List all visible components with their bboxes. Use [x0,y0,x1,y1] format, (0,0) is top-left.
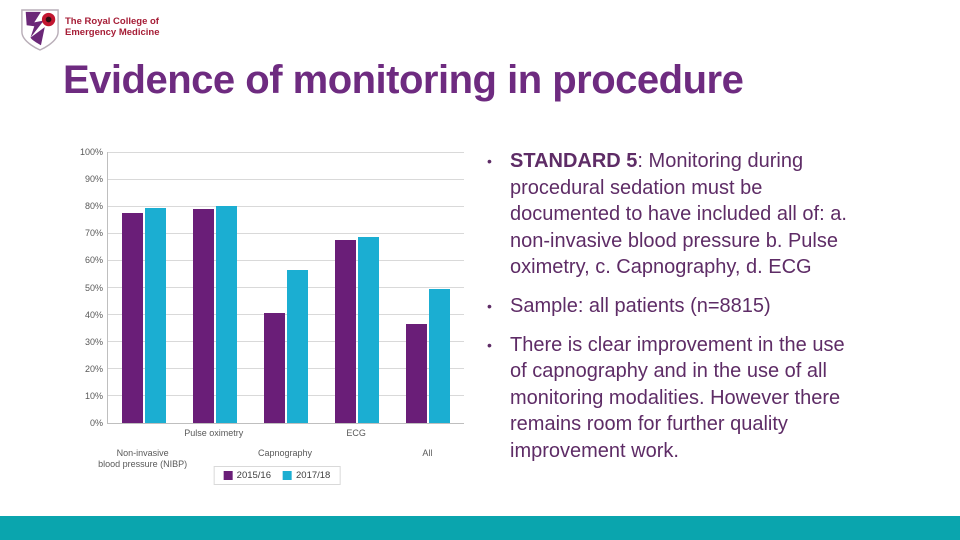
gridline-50 [108,287,464,288]
chart-plot-area [107,151,464,424]
y-axis-tick-30: 30% [84,336,103,347]
logo-text-line1: The Royal College of [65,16,159,27]
y-axis-tick-20: 20% [84,363,103,374]
slide-title: Evidence of monitoring in procedure [63,58,744,102]
logo-text-line2: Emergency Medicine [65,27,160,38]
bullet-text-improvement: There is clear improvement in the use of… [510,332,889,465]
y-axis-tick-90: 90% [84,174,103,185]
bar-2015-16-non-invasive-blood-pressure-ni [121,212,143,423]
gridline-100 [108,151,464,153]
y-axis-tick-70: 70% [84,228,103,239]
y-axis-tick-40: 40% [84,309,103,320]
gridline-60 [108,259,464,261]
logo-text: The Royal College of Emergency Medicine [65,16,160,38]
legend-label-2017-18: 2017/18 [296,470,331,481]
legend-swatch-2015-16 [223,471,233,480]
bar-2015-16-ecg [335,240,357,423]
bullet-marker: • [487,297,492,314]
bullet-text-standard5: STANDARD 5: Monitoring during procedural… [510,148,889,281]
rcem-logo: The Royal College of Emergency Medicine [20,8,160,52]
bar-2015-16-capnography [264,313,285,423]
gridline-30 [108,341,464,343]
x-axis-label-all: All [422,448,433,458]
y-axis-tick-60: 60% [84,255,103,266]
bar-2017-18-ecg [358,237,380,423]
legend-swatch-2017-18 [283,471,292,480]
x-axis-label-capnography: Capnography [257,448,313,458]
bar-2017-18-capnography [287,269,308,423]
legend-item-2017-18: 2017/18 [283,470,330,481]
bullet-item-standard5: • STANDARD 5: Monitoring during procedur… [487,148,889,281]
y-axis-tick-100: 100% [79,147,103,157]
gridline-90 [108,178,464,180]
bullet-rest-standard5: : Monitoring during procedural sedation … [510,150,847,278]
legend-item-2015-16: 2015/16 [223,470,271,481]
x-axis-label-ecg: ECG [346,428,366,438]
y-axis-tick-80: 80% [84,201,103,212]
bullet-rest-improvement: There is clear improvement in the use of… [510,333,845,462]
bar-2017-18-all [429,288,451,423]
chart-legend: 2015/16 2017/18 [213,466,341,485]
y-axis-tick-10: 10% [84,390,103,401]
bar-2015-16-all [406,324,428,423]
bullet-item-sample: • Sample: all patients (n=8815) [487,293,889,320]
x-axis-label-non-invasive-blood-pressure-ni: Non-invasive blood pressure (NIBP) [98,448,188,469]
gridline-70 [108,232,464,234]
gridline-20 [108,368,464,370]
bar-2017-18-pulse-oximetry [215,206,237,423]
bullet-marker: • [487,153,492,169]
bar-2015-16-pulse-oximetry [192,208,214,423]
bullet-bold-standard5: STANDARD 5 [510,150,638,172]
gridline-10 [108,395,464,397]
gridline-80 [108,205,464,207]
y-axis-tick-50: 50% [84,282,103,293]
bullet-marker: • [487,336,492,353]
gridline-40 [108,314,464,316]
bullet-text-sample: Sample: all patients (n=8815) [510,293,889,320]
bullet-rest-sample: Sample: all patients (n=8815) [510,294,771,317]
x-axis-label-pulse-oximetry: Pulse oximetry [184,428,244,438]
bullet-list: • STANDARD 5: Monitoring during procedur… [487,148,889,476]
footer-accent-bar [0,516,960,540]
bar-chart: 2015/16 2017/18 0% 10% 20% 30% 40% 50% 60% 70% 80… [62,135,478,495]
bar-2017-18-non-invasive-blood-pressure-ni [144,207,166,423]
rcem-shield-icon [21,9,59,51]
legend-label-2015-16: 2015/16 [236,470,271,481]
bullet-item-improvement: • There is clear improvement in the use … [487,332,889,465]
y-axis-tick-0: 0% [89,418,103,428]
